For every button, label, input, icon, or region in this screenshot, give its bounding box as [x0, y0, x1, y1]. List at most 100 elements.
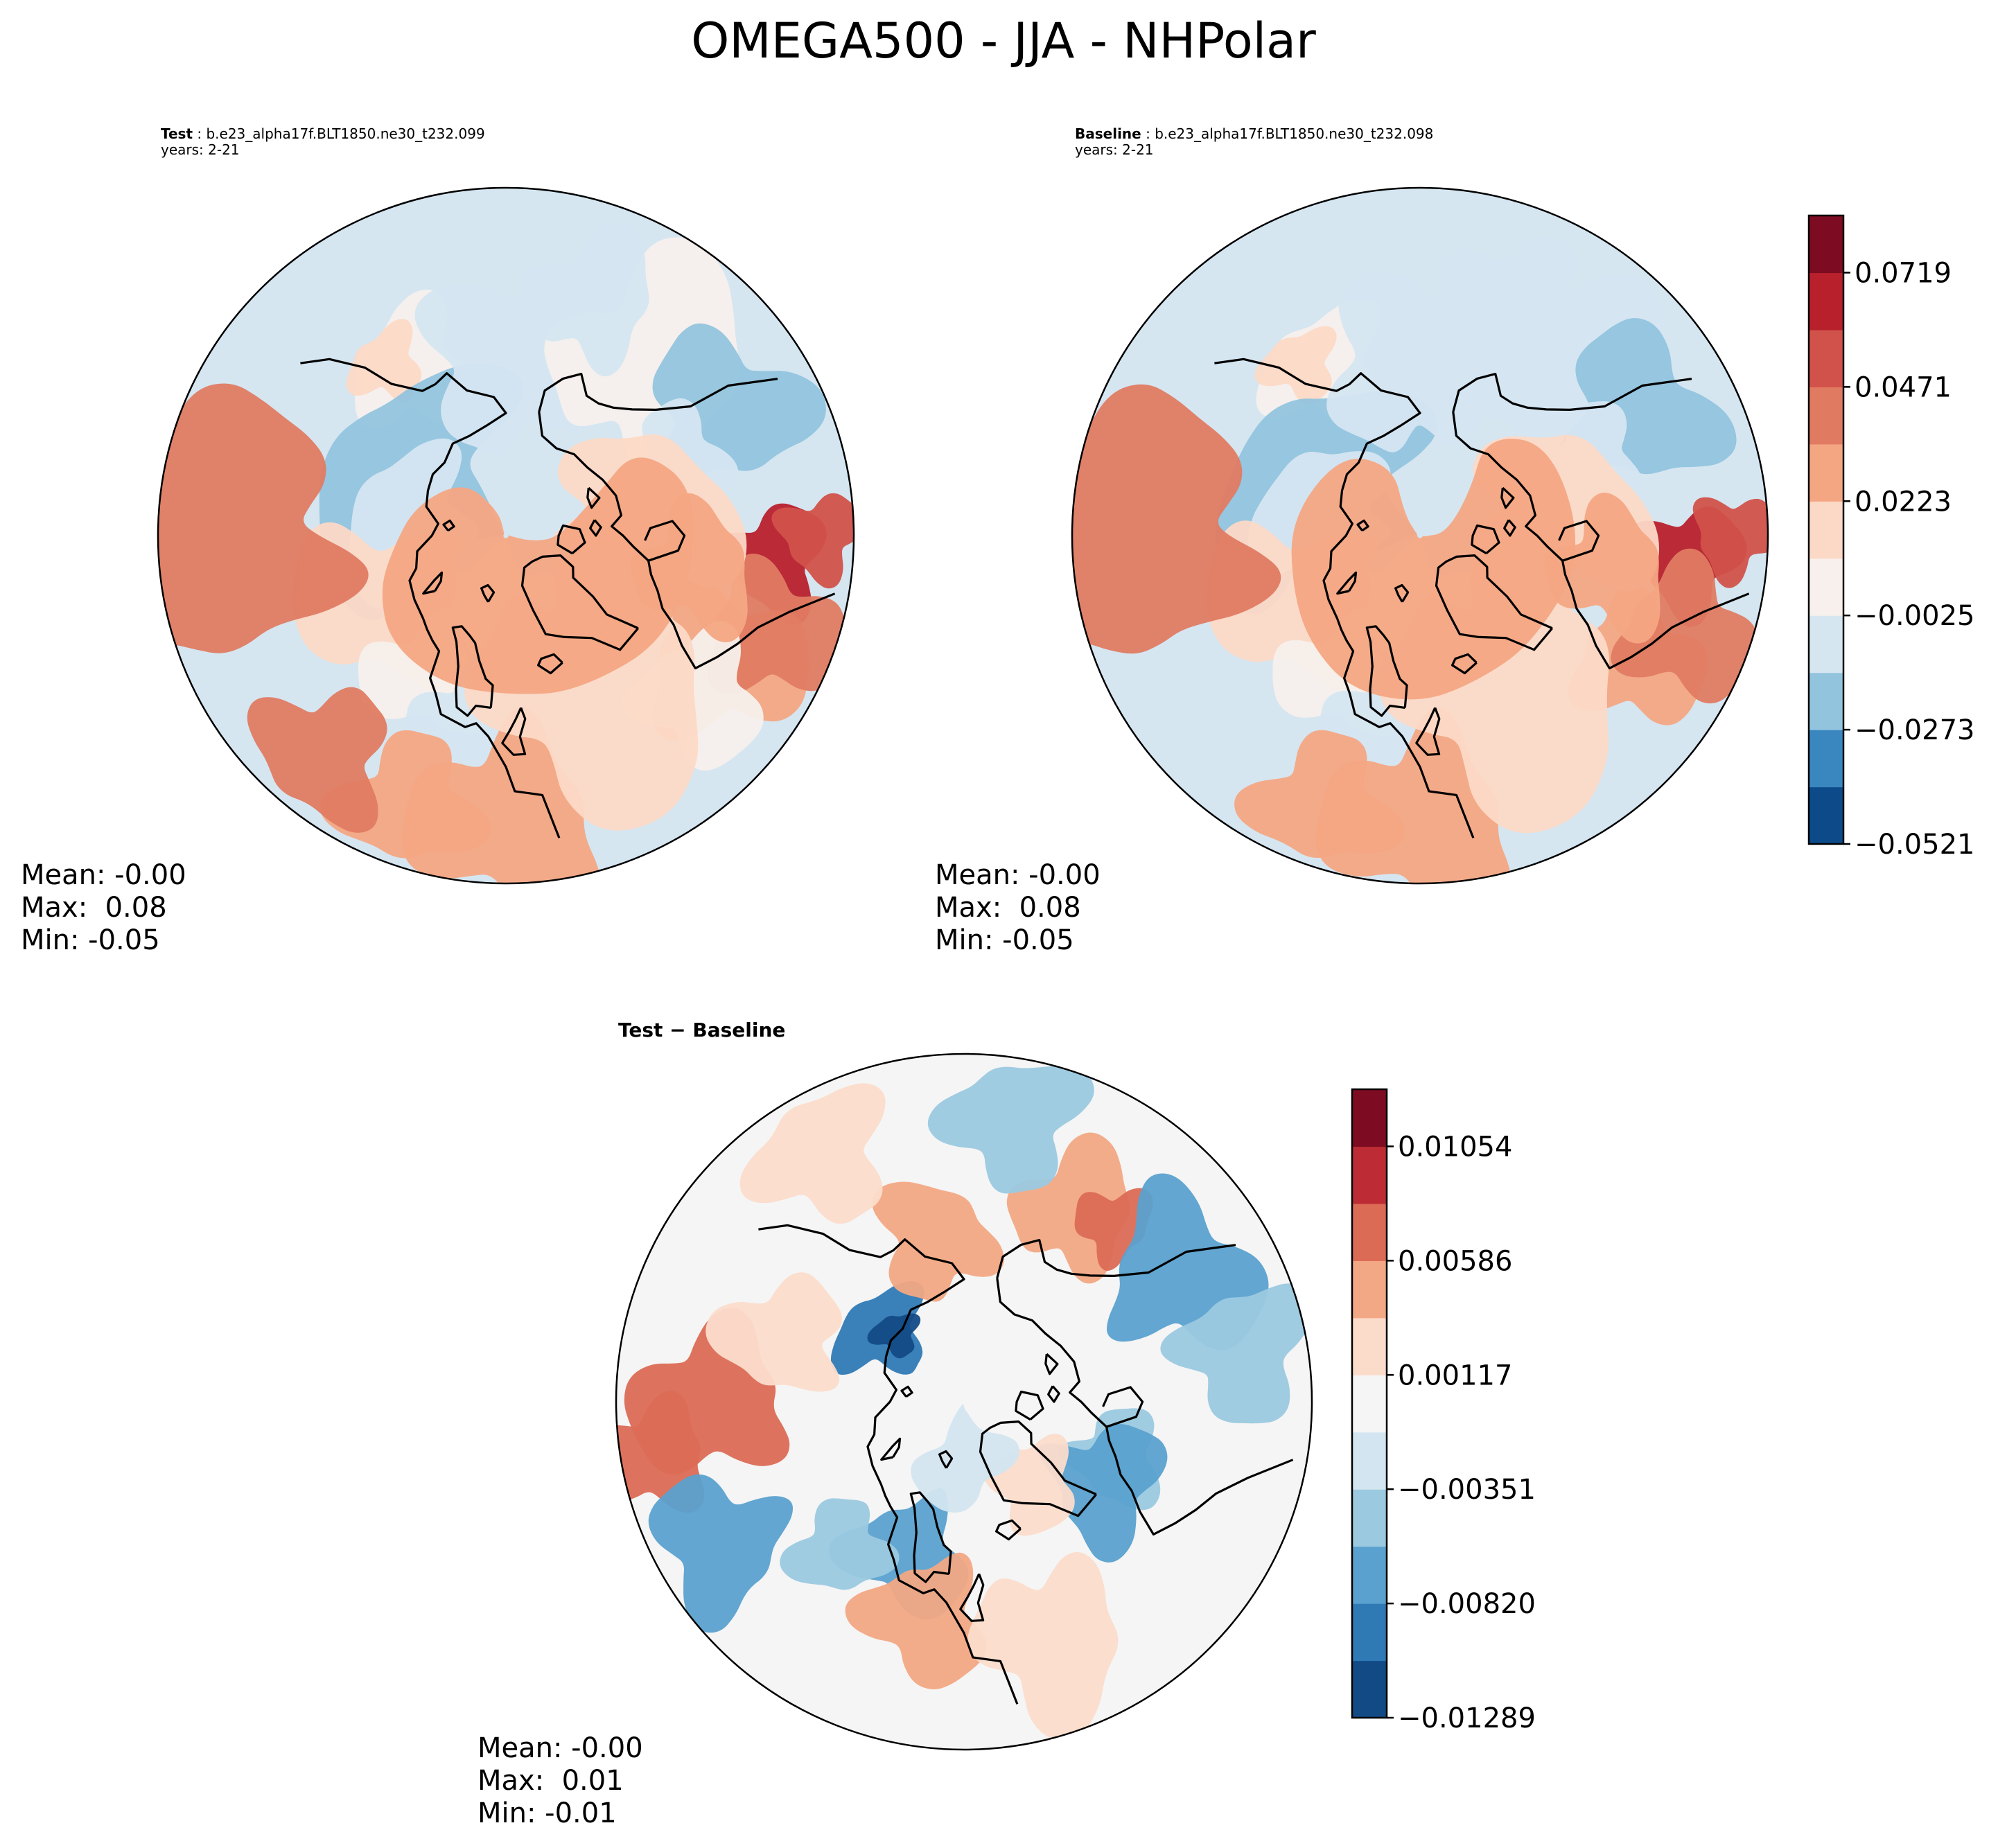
difference-field-region — [780, 1498, 900, 1590]
difference-panel-title: Test − Baseline — [618, 1019, 786, 1041]
test-field-region — [401, 707, 602, 883]
baseline-case: b.e23_alpha17f.BLT1850.ne30_t232.098 — [1155, 125, 1434, 142]
test-coastline — [451, 625, 494, 717]
baseline-colorbar-swatch — [1809, 443, 1843, 502]
baseline-coastline — [1356, 519, 1369, 532]
test-field-region — [520, 222, 649, 377]
baseline-field-region — [1439, 236, 1576, 380]
baseline-colorbar-swatch — [1809, 501, 1843, 559]
difference-field-region — [927, 1066, 1094, 1194]
difference-colorbar-swatch — [1352, 1546, 1387, 1604]
difference-mean: Mean: -0.00 — [477, 1732, 643, 1764]
baseline-colorbar-tick-label: 0.0223 — [1855, 486, 1952, 518]
difference-colorbar-swatch — [1352, 1660, 1387, 1718]
difference-colorbar-swatch — [1352, 1375, 1387, 1433]
difference-field-region — [739, 1083, 886, 1224]
difference-colorbar-swatch — [1352, 1260, 1387, 1319]
baseline-stats: Mean: -0.00 Max: 0.08 Min: -0.05 — [935, 859, 1101, 957]
difference-field-region — [705, 1272, 842, 1392]
baseline-colorbar-swatch — [1809, 272, 1843, 331]
test-coastline — [589, 519, 602, 537]
baseline-coastline — [1365, 625, 1408, 717]
difference-map-frame — [615, 1053, 1313, 1751]
difference-coastline — [1105, 1426, 1294, 1535]
baseline-field-region — [1326, 272, 1480, 452]
difference-coastline — [880, 1437, 902, 1461]
difference-max: Max: 0.01 — [477, 1765, 624, 1797]
test-map — [158, 188, 854, 883]
difference-coastline — [996, 1278, 1144, 1428]
test-stats: Mean: -0.00 Max: 0.08 Min: -0.05 — [21, 859, 186, 957]
baseline-colorbar-swatch — [1809, 730, 1843, 788]
difference-coastline — [1015, 1390, 1044, 1420]
test-panel-title: Test : b.e23_alpha17f.BLT1850.ne30_t232.… — [161, 125, 485, 158]
test-coastline — [586, 486, 601, 509]
baseline-coastline — [1503, 519, 1516, 537]
baseline-field-region — [1692, 497, 1768, 588]
baseline-colorbar-swatch — [1809, 615, 1843, 674]
baseline-coastline — [1451, 653, 1478, 675]
baseline-map-frame — [1071, 186, 1769, 885]
difference-coastline — [995, 1519, 1022, 1541]
difference-field-region — [648, 1474, 794, 1633]
difference-colorbar-swatch — [1352, 1432, 1387, 1490]
baseline-colorbar-frame — [1807, 214, 1845, 845]
difference-field-region — [967, 1551, 1119, 1741]
test-coastline — [442, 519, 455, 532]
test-field-region — [382, 457, 694, 694]
test-coastline — [538, 412, 686, 562]
difference-colorbar-swatch — [1352, 1489, 1387, 1547]
test-max: Max: 0.08 — [21, 892, 167, 924]
difference-coastline — [938, 1450, 954, 1469]
baseline-field-region — [1234, 730, 1405, 859]
difference-map — [616, 1054, 1312, 1750]
test-coastline — [300, 358, 561, 838]
baseline-colorbar-tick-label: −0.0025 — [1855, 600, 1974, 632]
difference-field-region — [872, 1181, 1004, 1302]
difference-colorbar-swatch — [1352, 1146, 1387, 1204]
difference-field-region — [911, 1404, 1019, 1513]
test-mean: Mean: -0.00 — [21, 859, 186, 891]
baseline-colorbar-tick-label: −0.0273 — [1855, 714, 1974, 746]
test-case: b.e23_alpha17f.BLT1850.ne30_t232.099 — [206, 125, 485, 142]
baseline-colorbar-swatch — [1809, 558, 1843, 616]
baseline-coastline — [1435, 554, 1554, 651]
baseline-colorbar-swatch — [1809, 329, 1843, 387]
difference-field-region — [1160, 1283, 1312, 1424]
baseline-panel-title: Baseline : b.e23_alpha17f.BLT1850.ne30_t… — [1075, 125, 1434, 158]
difference-coastline — [979, 1420, 1098, 1517]
test-field-region — [158, 383, 369, 653]
difference-coastline — [758, 1224, 1019, 1705]
test-min: Min: -0.05 — [21, 924, 160, 956]
baseline-coastline — [1500, 486, 1515, 509]
difference-colorbar-tick-label: −0.00351 — [1398, 1474, 1536, 1506]
difference-field-region — [845, 1552, 987, 1690]
test-coastline — [556, 524, 586, 554]
difference-min: Min: -0.01 — [477, 1797, 617, 1829]
test-coastline — [422, 571, 444, 595]
difference-colorbar-swatch — [1352, 1203, 1387, 1261]
test-coastline — [480, 583, 496, 603]
difference-coastline — [900, 1385, 913, 1398]
baseline-coastline — [1452, 373, 1692, 412]
test-coastline — [537, 653, 563, 675]
baseline-coastline — [1336, 571, 1358, 595]
baseline-field-region — [1611, 548, 1759, 704]
test-coastline — [538, 373, 778, 412]
baseline-years: years: 2-21 — [1075, 141, 1154, 158]
difference-colorbar-swatch — [1352, 1317, 1387, 1375]
difference-colorbar-frame — [1351, 1088, 1388, 1719]
difference-colorbar-tick-label: −0.01289 — [1398, 1702, 1536, 1734]
difference-coastline — [1047, 1385, 1060, 1403]
difference-colorbar-swatch — [1352, 1089, 1387, 1147]
difference-coastline — [1044, 1353, 1059, 1375]
difference-colorbar-tick-label: 0.01054 — [1398, 1131, 1512, 1163]
baseline-coastline — [1452, 412, 1600, 562]
difference-coastline — [909, 1491, 952, 1583]
baseline-coastline — [1415, 707, 1441, 756]
baseline-coastline — [1214, 358, 1475, 838]
difference-field-region — [1038, 1424, 1168, 1563]
baseline-field-region — [1544, 492, 1660, 644]
test-map-frame — [157, 186, 855, 885]
difference-colorbar-tick-label: 0.00586 — [1398, 1245, 1512, 1277]
